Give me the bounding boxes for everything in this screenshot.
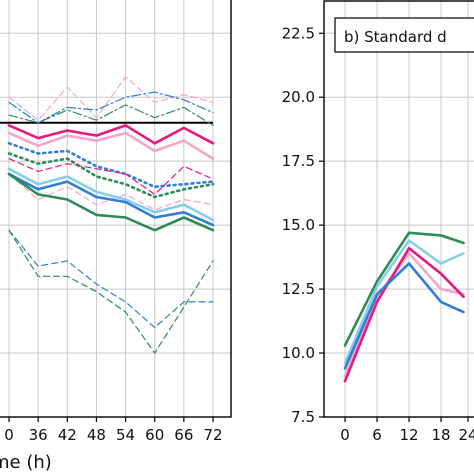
right-x-tick-label: 6 <box>372 426 382 444</box>
right-y-tick-label: 12.5 <box>282 280 315 298</box>
right-series-line-4 <box>343 262 465 370</box>
left-series-line-10 <box>7 172 215 227</box>
right-y-tick-label: 10.0 <box>282 344 315 362</box>
right-y-tick-label: 22.5 <box>282 24 315 42</box>
right-x-ticks: 0 6 12 18 24 <box>340 417 474 444</box>
left-x-ticks: 0 36 42 48 54 60 66 72 <box>4 417 223 444</box>
left-series-line-12 <box>8 229 214 329</box>
left-panel: 0 36 42 48 54 60 66 72 me (h) <box>0 0 232 473</box>
left-series-line-7 <box>8 158 214 195</box>
right-series-line-0 <box>343 231 465 347</box>
right-series-line-2 <box>343 252 465 378</box>
left-series-line-3 <box>7 124 215 145</box>
left-series-line-6 <box>7 152 215 199</box>
left-x-axis-label: me (h) <box>0 452 52 473</box>
right-panel: 7.5 10.0 12.5 15.0 17.5 20.0 22.5 0 6 12 18 24 b) … <box>282 0 474 444</box>
left-axes-frame <box>0 0 232 418</box>
left-frame <box>0 0 232 418</box>
right-y-ticks: 7.5 10.0 12.5 15.0 17.5 20.0 22.5 <box>282 24 324 426</box>
right-x-tick-label: 0 <box>340 426 350 444</box>
right-x-tick-label: 12 <box>399 426 418 444</box>
right-frame <box>323 0 474 418</box>
left-x-tick-label: 60 <box>145 426 164 444</box>
left-grid <box>0 0 231 417</box>
left-series-line-11 <box>7 172 215 232</box>
left-series-line-2 <box>8 104 214 127</box>
right-y-tick-label: 20.0 <box>282 88 315 106</box>
right-x-tick-label: 18 <box>431 426 450 444</box>
right-grid <box>324 0 474 418</box>
right-lines <box>343 231 465 383</box>
left-x-tick-label: 36 <box>29 426 48 444</box>
right-y-tick-label: 7.5 <box>291 408 315 426</box>
left-x-tick-label: 66 <box>174 426 193 444</box>
right-x-tick-label: 24 <box>458 426 474 444</box>
right-y-tick-label: 15.0 <box>282 216 315 234</box>
panel-label: b) Standard d <box>344 28 447 46</box>
left-x-tick-label: 54 <box>116 426 135 444</box>
left-series-line-0 <box>8 76 214 121</box>
panel-label-box: b) Standard d <box>334 17 474 53</box>
left-x-tick-label: 0 <box>4 426 14 444</box>
left-lines <box>0 76 215 354</box>
right-axes-frame <box>323 0 474 418</box>
left-series-line-4 <box>7 131 215 160</box>
left-series-line-13 <box>8 229 214 354</box>
left-x-tick-label: 42 <box>58 426 77 444</box>
right-y-tick-label: 17.5 <box>282 152 315 170</box>
left-x-tick-label: 48 <box>87 426 106 444</box>
right-series-line-1 <box>343 239 465 365</box>
left-series-line-9 <box>7 167 215 222</box>
left-series-line-5 <box>7 142 215 189</box>
left-x-tick-label: 72 <box>203 426 222 444</box>
right-series-line-3 <box>343 246 465 383</box>
